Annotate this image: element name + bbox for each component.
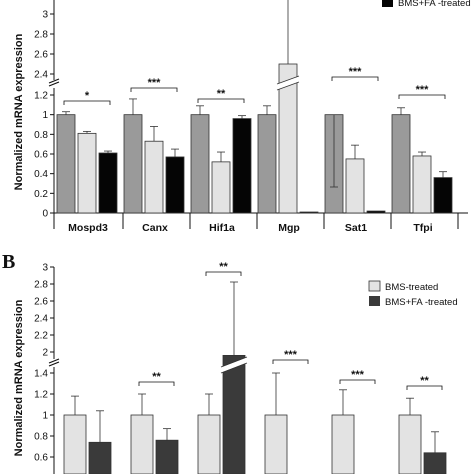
bar [123, 114, 143, 214]
bar [331, 414, 355, 474]
panel-b-axis-break-mark [48, 358, 60, 364]
significance-bracket [331, 76, 379, 81]
bar [63, 414, 87, 474]
panel-b-y-tick-label: 2.4 [34, 314, 48, 325]
significance-bracket [130, 87, 178, 92]
bar [398, 414, 422, 474]
category-label-mospd3: Mospd3 [68, 222, 108, 234]
significance-marker: ** [219, 261, 228, 273]
panel-b-y-tick-label: 1 [42, 411, 48, 422]
panel-a-y-tick-label: 1.2 [34, 91, 48, 102]
significance-marker: *** [349, 66, 363, 78]
bar-break-line [220, 362, 248, 374]
significance-bracket [406, 385, 443, 390]
bar [257, 114, 277, 214]
legend-label-bms-fa-b: BMS+FA -treated [385, 297, 458, 308]
significance-bracket [197, 98, 245, 103]
bar [232, 118, 252, 214]
panel-a-y-tick-label: 0.4 [34, 169, 48, 180]
bar [197, 414, 221, 474]
panel-a-y-tick-label: 0.8 [34, 130, 48, 141]
significance-marker: *** [416, 84, 430, 96]
panel-a-y-tick-label: 1 [42, 110, 48, 121]
panel-b-chart: B Normalized mRNA expression BMS-treated… [2, 251, 458, 474]
panel-b-label: B [2, 251, 15, 273]
bar [222, 354, 246, 474]
panel-b-y-tick-label: 1.2 [34, 390, 48, 401]
panel-b-y-tick-label: 0.8 [34, 432, 48, 443]
panel-b-y-tick-label: 2.2 [34, 331, 48, 342]
legend-swatch-bms-fa [382, 0, 393, 7]
bar [88, 441, 112, 474]
bar [130, 414, 154, 474]
bar [264, 414, 288, 474]
bar [77, 132, 97, 214]
category-label-tfpi: Tfpi [413, 222, 432, 234]
bar-break-gap [276, 76, 300, 90]
panel-a-legend: BMS+FA -treated [382, 0, 471, 9]
bar-break-gap [220, 357, 248, 373]
legend-label-bms-fa: BMS+FA -treated [398, 0, 471, 9]
panel-a-y-tick-label: 2.8 [34, 30, 48, 41]
bar [366, 210, 386, 214]
bar [433, 177, 453, 214]
bar [345, 158, 365, 214]
panel-a-y-tick-label: 2.6 [34, 50, 48, 61]
panel-a-y-tick-label: 0.2 [34, 189, 48, 200]
bar [155, 439, 179, 474]
panel-a-y-tick-label: 0.6 [34, 150, 48, 161]
panel-b-y-tick-label: 2.8 [34, 280, 48, 291]
panel-b-y-tick-label: 2.6 [34, 297, 48, 308]
legend-swatch-bms-fa-b [369, 296, 380, 306]
significance-bracket [63, 100, 111, 105]
bar [144, 140, 164, 214]
panel-a-chart: Normalized mRNA expression BMS+FA -treat… [13, 0, 471, 234]
significance-marker: *** [148, 77, 162, 89]
panel-a-y-tick-label: 0 [42, 209, 48, 220]
panel-b-y-axis-label: Normalized mRNA expression [13, 299, 25, 456]
panel-b-y-tick-label: 1.4 [34, 369, 48, 380]
bar [211, 161, 231, 214]
panel-b-y-tick-label: 0.6 [34, 453, 48, 464]
panel-b-y-tick-label: 2 [42, 348, 48, 359]
bar [391, 114, 411, 214]
significance-marker: *** [351, 369, 365, 381]
bar-break-line [220, 356, 248, 368]
significance-bracket [339, 379, 376, 384]
significance-bracket [398, 94, 446, 99]
legend-label-bms: BMS-treated [385, 282, 438, 293]
bar [190, 114, 210, 214]
panel-a-axis-break-mark [48, 78, 60, 84]
significance-marker: ** [420, 375, 429, 387]
significance-marker: ** [217, 88, 226, 100]
significance-marker: *** [284, 349, 298, 361]
panel-a-axis-break-mark [48, 81, 60, 87]
significance-bracket [205, 271, 242, 276]
panel-b-legend: BMS-treated BMS+FA -treated [368, 280, 458, 308]
panel-a-y-axis-label: Normalized mRNA expression [13, 33, 25, 190]
bar [165, 156, 185, 214]
category-label-canx: Canx [142, 222, 168, 234]
panel-b-y-tick-label: 3 [42, 263, 48, 274]
panel-a-y-tick-label: 3 [42, 10, 48, 21]
bar [56, 114, 76, 214]
significance-marker: * [85, 90, 90, 102]
bar [412, 155, 432, 214]
bar [423, 452, 447, 474]
category-label-hif1a: Hif1a [209, 222, 235, 234]
legend-swatch-bms [368, 280, 381, 292]
bar-break-line [276, 81, 300, 91]
panel-b-axis-break-mark [48, 361, 60, 367]
panel-a-y-tick-label: 2.4 [34, 70, 48, 81]
bar [98, 152, 118, 214]
bar-break-line [276, 75, 300, 85]
bar [299, 211, 319, 214]
significance-marker: ** [152, 371, 161, 383]
category-label-mgp: Mgp [278, 222, 300, 234]
significance-bracket [138, 381, 175, 386]
significance-bracket [272, 359, 309, 364]
category-label-sat1: Sat1 [345, 222, 367, 234]
